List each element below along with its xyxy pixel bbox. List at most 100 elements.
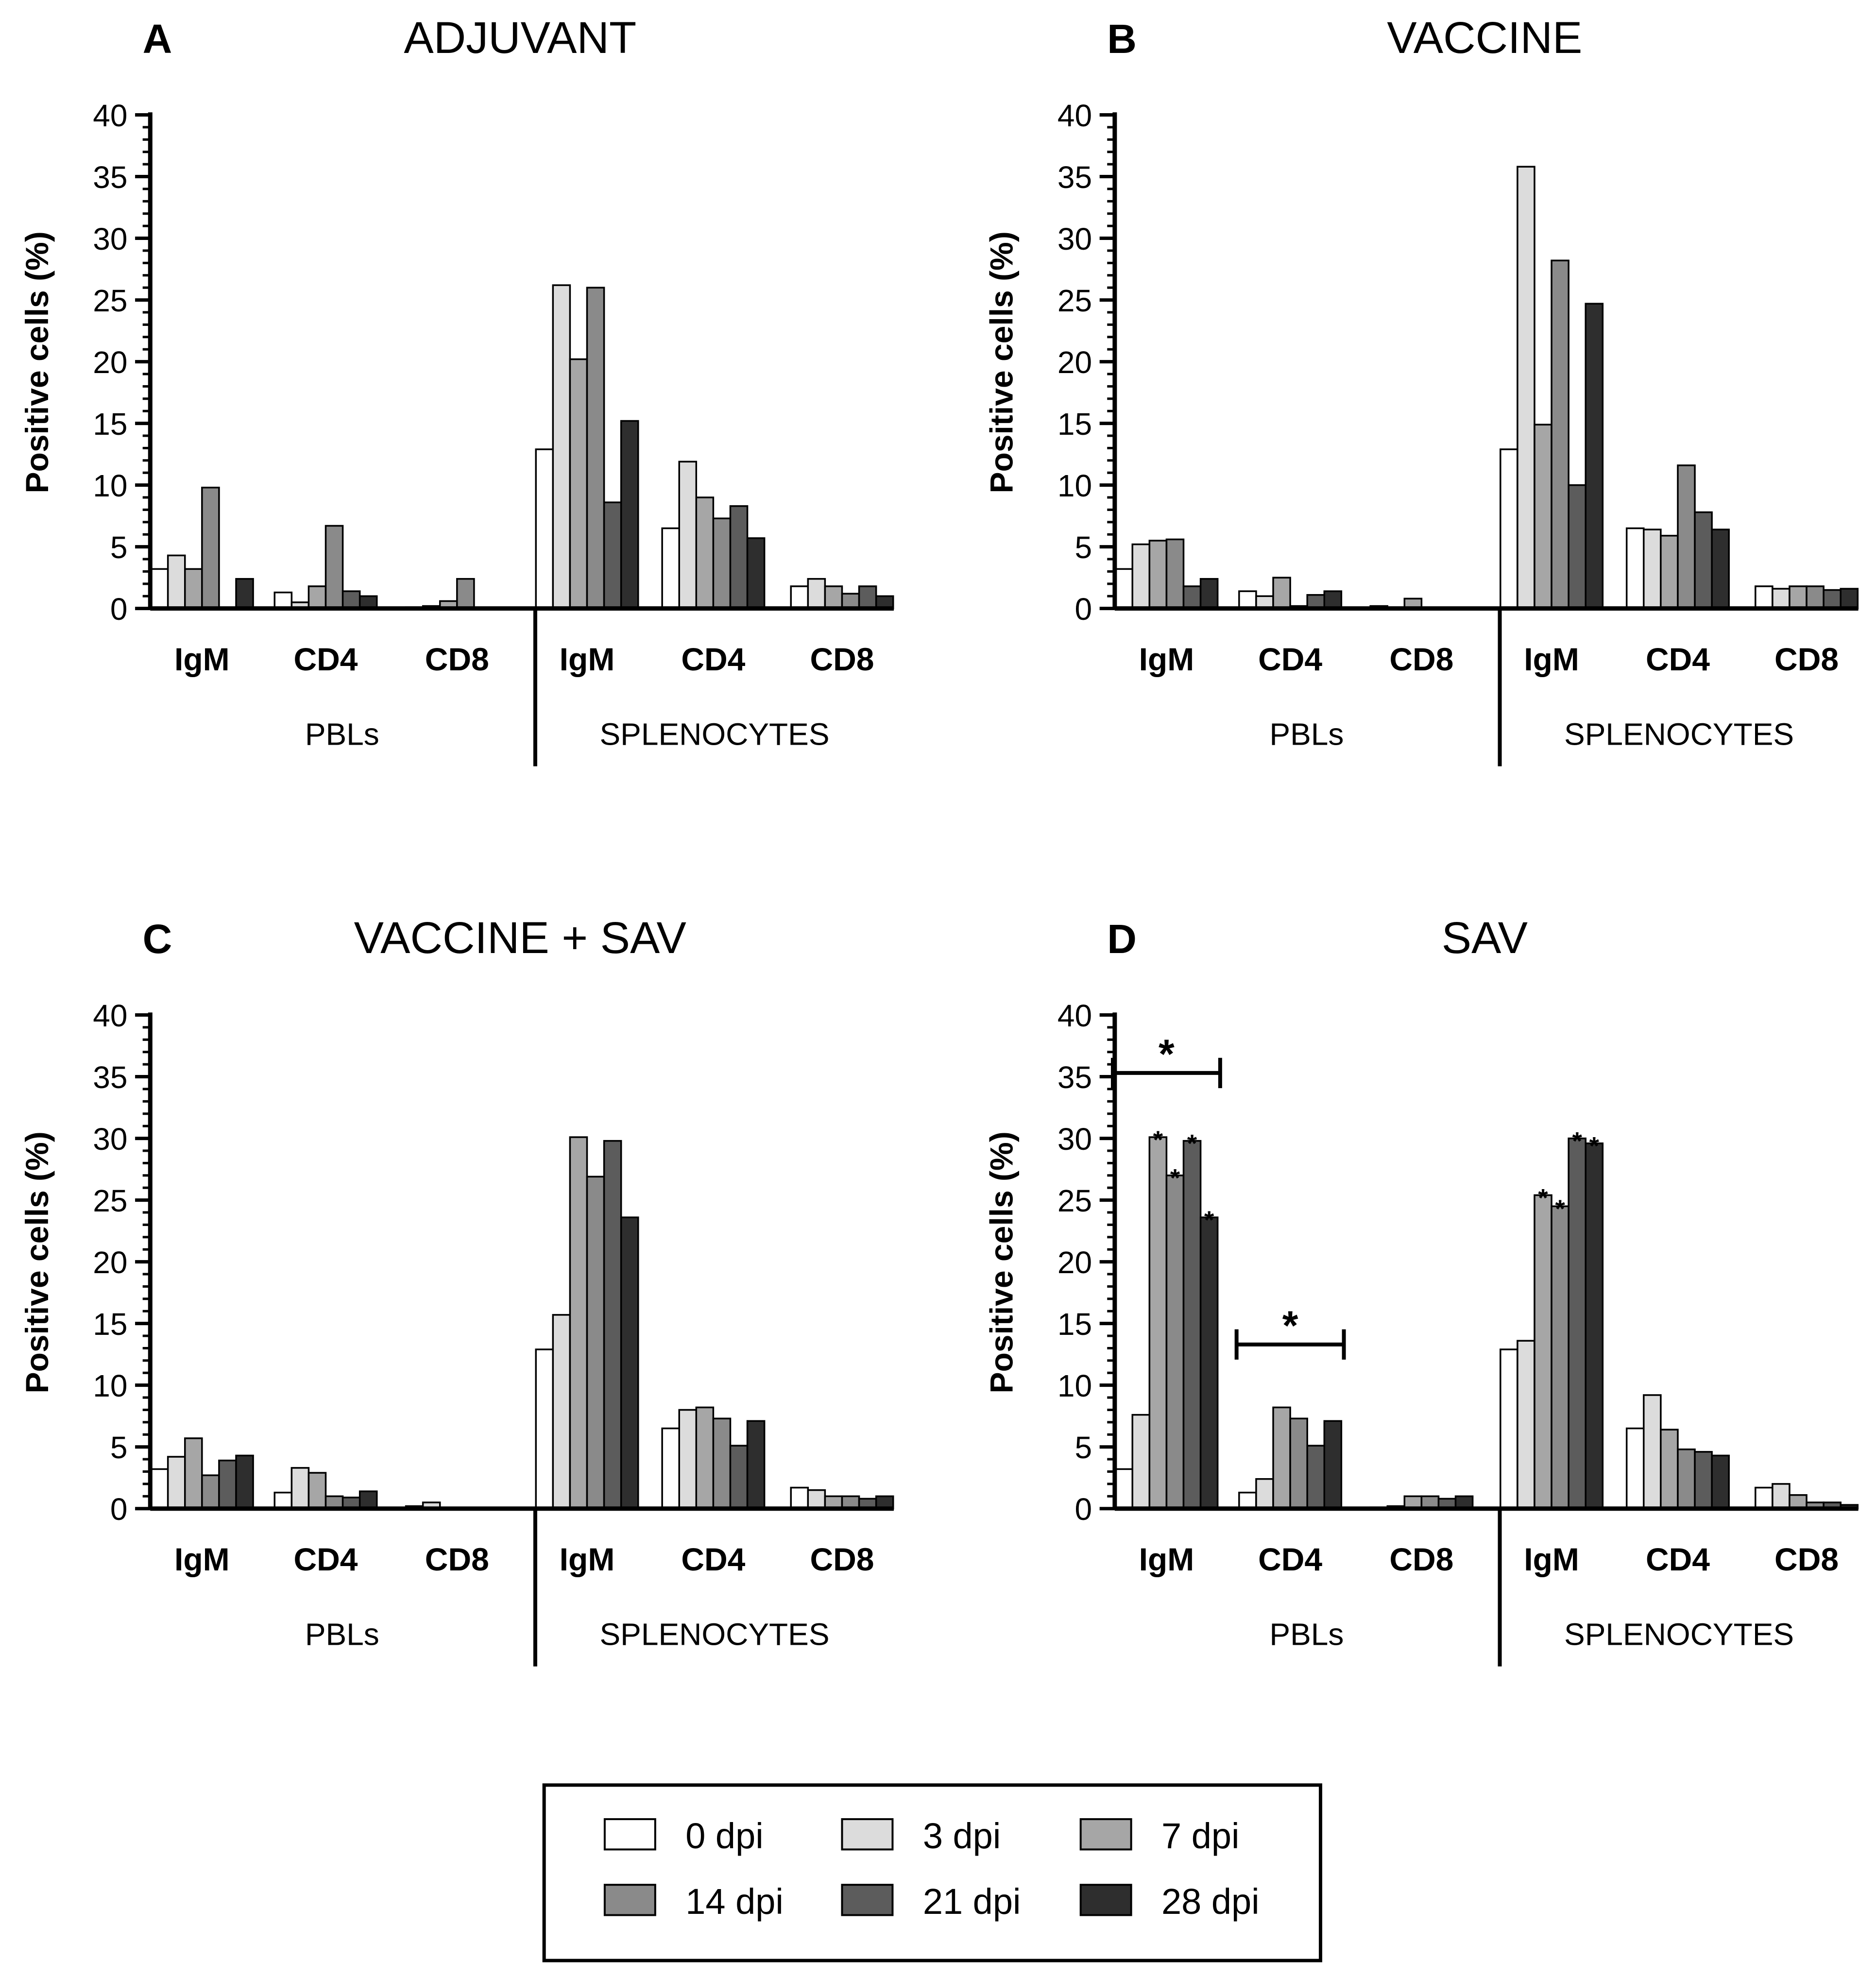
bar-igm-28-dpi (235, 578, 254, 610)
category-label-igm: IgM (560, 1541, 615, 1577)
bar-cd4-21-dpi (1694, 511, 1713, 610)
bar-cd4-28-dpi (746, 1420, 766, 1510)
y-tick-label: 40 (1057, 98, 1092, 133)
category-label-cd8: CD8 (425, 641, 489, 677)
panel-title: VACCINE (1387, 13, 1582, 63)
y-tick-label: 10 (93, 1368, 127, 1403)
significance-star-group: * (1159, 1031, 1175, 1077)
category-label-cd8: CD8 (1389, 1541, 1453, 1577)
bar-cd4-28-dpi (358, 1490, 378, 1510)
y-tick-label: 25 (93, 1183, 127, 1218)
panel-title: VACCINE + SAV (354, 913, 686, 963)
category-label-cd8: CD8 (1389, 641, 1453, 677)
bar-cd4-14-dpi (712, 517, 732, 610)
panel-b: B VACCINE Positive cells (%) 0 5 10 15 20 25 30 35… (983, 13, 1859, 767)
bar-cd4-28-dpi (1711, 528, 1730, 610)
y-tick-label: 35 (93, 1060, 127, 1095)
bar-igm-7-dpi (569, 358, 588, 610)
bar-igm-21-dpi (1182, 585, 1202, 610)
bar-igm-14-dpi (201, 486, 220, 610)
bar-igm-28-dpi (1199, 1216, 1219, 1510)
panel-title: SAV (1442, 913, 1528, 963)
legend-swatch (603, 1884, 656, 1916)
bar-igm-21-dpi (603, 501, 622, 610)
y-tick-label: 10 (1057, 468, 1092, 503)
bar-cd8-3-dpi (807, 1489, 826, 1510)
y-tick-label: 25 (93, 283, 127, 318)
panel-letter: C (143, 916, 172, 962)
y-tick-label: 40 (93, 98, 127, 133)
bar-igm-3-dpi (1517, 1340, 1535, 1510)
legend-swatch (1079, 1884, 1132, 1916)
y-axis-label: Positive cells (%) (983, 1131, 1019, 1393)
y-tick-label: 15 (93, 407, 127, 442)
bar-cd8-14-dpi (1806, 585, 1825, 610)
bar-igm-28-dpi (620, 420, 639, 610)
bar-cd4-0-dpi (1238, 590, 1257, 610)
group-label-pbls: PBLs (305, 716, 379, 751)
category-label-cd4: CD4 (1258, 1541, 1322, 1577)
bar-igm-28-dpi (235, 1454, 254, 1510)
panel-title: ADJUVANT (404, 13, 636, 63)
category-label-cd4: CD4 (293, 641, 358, 677)
bar-igm-0-dpi (1500, 448, 1518, 610)
bar-cd4-0-dpi (661, 1427, 680, 1510)
category-label-igm: IgM (1524, 641, 1579, 677)
significance-star: * (1204, 1207, 1214, 1235)
legend-label: 3 dpi (923, 1816, 1001, 1856)
y-tick-label: 15 (93, 1307, 127, 1342)
significance-star: * (1572, 1127, 1583, 1156)
bar-igm-0-dpi (535, 448, 554, 610)
y-tick-label: 30 (1057, 1122, 1092, 1157)
category-label-igm: IgM (174, 1541, 230, 1577)
panel-letter: B (1107, 16, 1137, 62)
bar-igm-0-dpi (150, 568, 169, 610)
significance-star: * (1170, 1164, 1180, 1193)
bar-igm-7-dpi (184, 568, 203, 610)
y-tick-label: 20 (93, 345, 127, 380)
bar-cd4-3-dpi (678, 460, 698, 610)
bar-cd4-0-dpi (273, 591, 293, 610)
legend-swatch (1079, 1818, 1132, 1851)
bar-igm-21-dpi (603, 1140, 622, 1510)
legend-swatch (841, 1884, 894, 1916)
bar-igm-7-dpi (1148, 540, 1168, 610)
bar-igm-21-dpi (218, 1459, 237, 1510)
bar-igm-21-dpi (1182, 1140, 1202, 1510)
category-label-cd4: CD4 (1646, 1541, 1710, 1577)
bar-igm-3-dpi (1131, 543, 1151, 610)
bar-cd4-3-dpi (1255, 1478, 1274, 1510)
bar-cd4-21-dpi (341, 590, 361, 610)
bar-cd8-7-dpi (824, 585, 843, 610)
bar-cd4-14-dpi (324, 525, 344, 610)
bar-igm-14-dpi (586, 1176, 605, 1510)
y-tick-label: 40 (93, 998, 127, 1033)
y-axis-label: Positive cells (%) (983, 231, 1019, 493)
legend-box (542, 1783, 1322, 1962)
category-label-cd4: CD4 (1258, 641, 1322, 677)
bar-cd4-28-dpi (1323, 1420, 1343, 1510)
y-tick-label: 30 (93, 222, 127, 256)
panel-d: D SAV Positive cells (%) 0 5 10 15 20 25 30 35 40 Ig… (983, 913, 1859, 1667)
bar-igm-3-dpi (167, 1456, 186, 1510)
bar-igm-7-dpi (1534, 1194, 1552, 1510)
y-tick-label: 10 (93, 468, 127, 503)
y-axis-label: Positive cells (%) (19, 231, 55, 493)
y-tick-label: 20 (93, 1245, 127, 1280)
bar-cd4-7-dpi (1272, 577, 1291, 610)
y-tick-label: 0 (1074, 1492, 1092, 1527)
bar-cd4-7-dpi (1660, 535, 1679, 610)
y-tick-label: 35 (1057, 160, 1092, 195)
bar-cd4-7-dpi (1272, 1406, 1291, 1510)
category-label-cd8: CD8 (810, 641, 874, 677)
group-label-pbls: PBLs (305, 1617, 379, 1652)
panel-letter: D (1107, 916, 1137, 962)
bar-cd8-3-dpi (1772, 588, 1791, 610)
y-tick-label: 10 (1057, 1368, 1092, 1403)
y-tick-label: 0 (110, 592, 128, 627)
group-label-pbls: PBLs (1269, 1617, 1344, 1652)
bar-igm-14-dpi (1165, 538, 1185, 610)
legend-label: 21 dpi (923, 1881, 1021, 1922)
y-tick-label: 40 (1057, 998, 1092, 1033)
bar-igm-28-dpi (1585, 303, 1604, 610)
